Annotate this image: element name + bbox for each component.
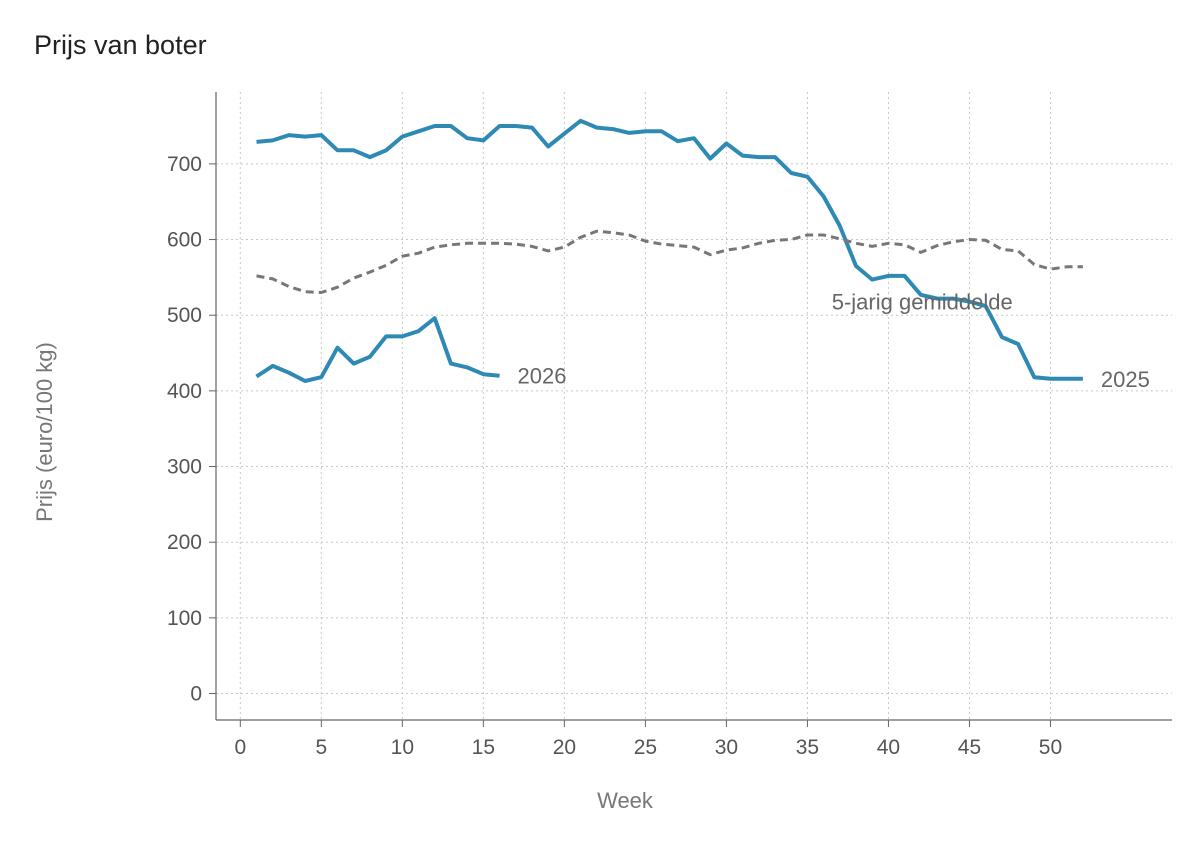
grid	[216, 92, 1172, 720]
x-tick-label: 35	[796, 736, 819, 759]
y-tick-label: 300	[167, 456, 202, 479]
series-label-2025: 2025	[1101, 367, 1150, 392]
series-line-2	[256, 229, 1083, 294]
x-tick-label: 30	[715, 736, 738, 759]
series-label-avg: 5-jarig gemiddelde	[832, 290, 1013, 315]
x-tick-label: 45	[958, 736, 981, 759]
x-tick-label: 5	[315, 736, 327, 759]
y-tick-label: 0	[190, 683, 202, 706]
chart-title: Prijs van boter	[34, 30, 207, 60]
y-tick-label: 600	[167, 229, 202, 252]
x-tick-label: 10	[391, 736, 414, 759]
series-line-0	[256, 118, 1083, 381]
x-tick-label: 40	[877, 736, 900, 759]
series-label-2026: 2026	[518, 364, 567, 389]
y-axis-title: Prijs (euro/100 kg)	[32, 342, 57, 522]
labels: 2025 2026 5-jarig gemiddelde	[518, 290, 1150, 392]
x-tick-label: 20	[553, 736, 576, 759]
x-tick-label: 0	[234, 736, 246, 759]
y-tick-label: 400	[167, 380, 202, 403]
y-tick-label: 500	[167, 304, 202, 327]
axes: 0 5 10 15 20 25 30 35 40 45 5001002003004005006007…	[167, 92, 1172, 759]
series-line-1	[255, 316, 500, 383]
x-tick-label: 25	[634, 736, 657, 759]
y-tick-label: 700	[167, 153, 202, 176]
y-tick-label: 100	[167, 607, 202, 630]
y-tick-label: 200	[167, 531, 202, 554]
x-axis-title: Week	[597, 788, 654, 813]
x-tick-label: 15	[472, 736, 495, 759]
x-tick-label: 50	[1039, 736, 1062, 759]
series	[255, 118, 1083, 383]
